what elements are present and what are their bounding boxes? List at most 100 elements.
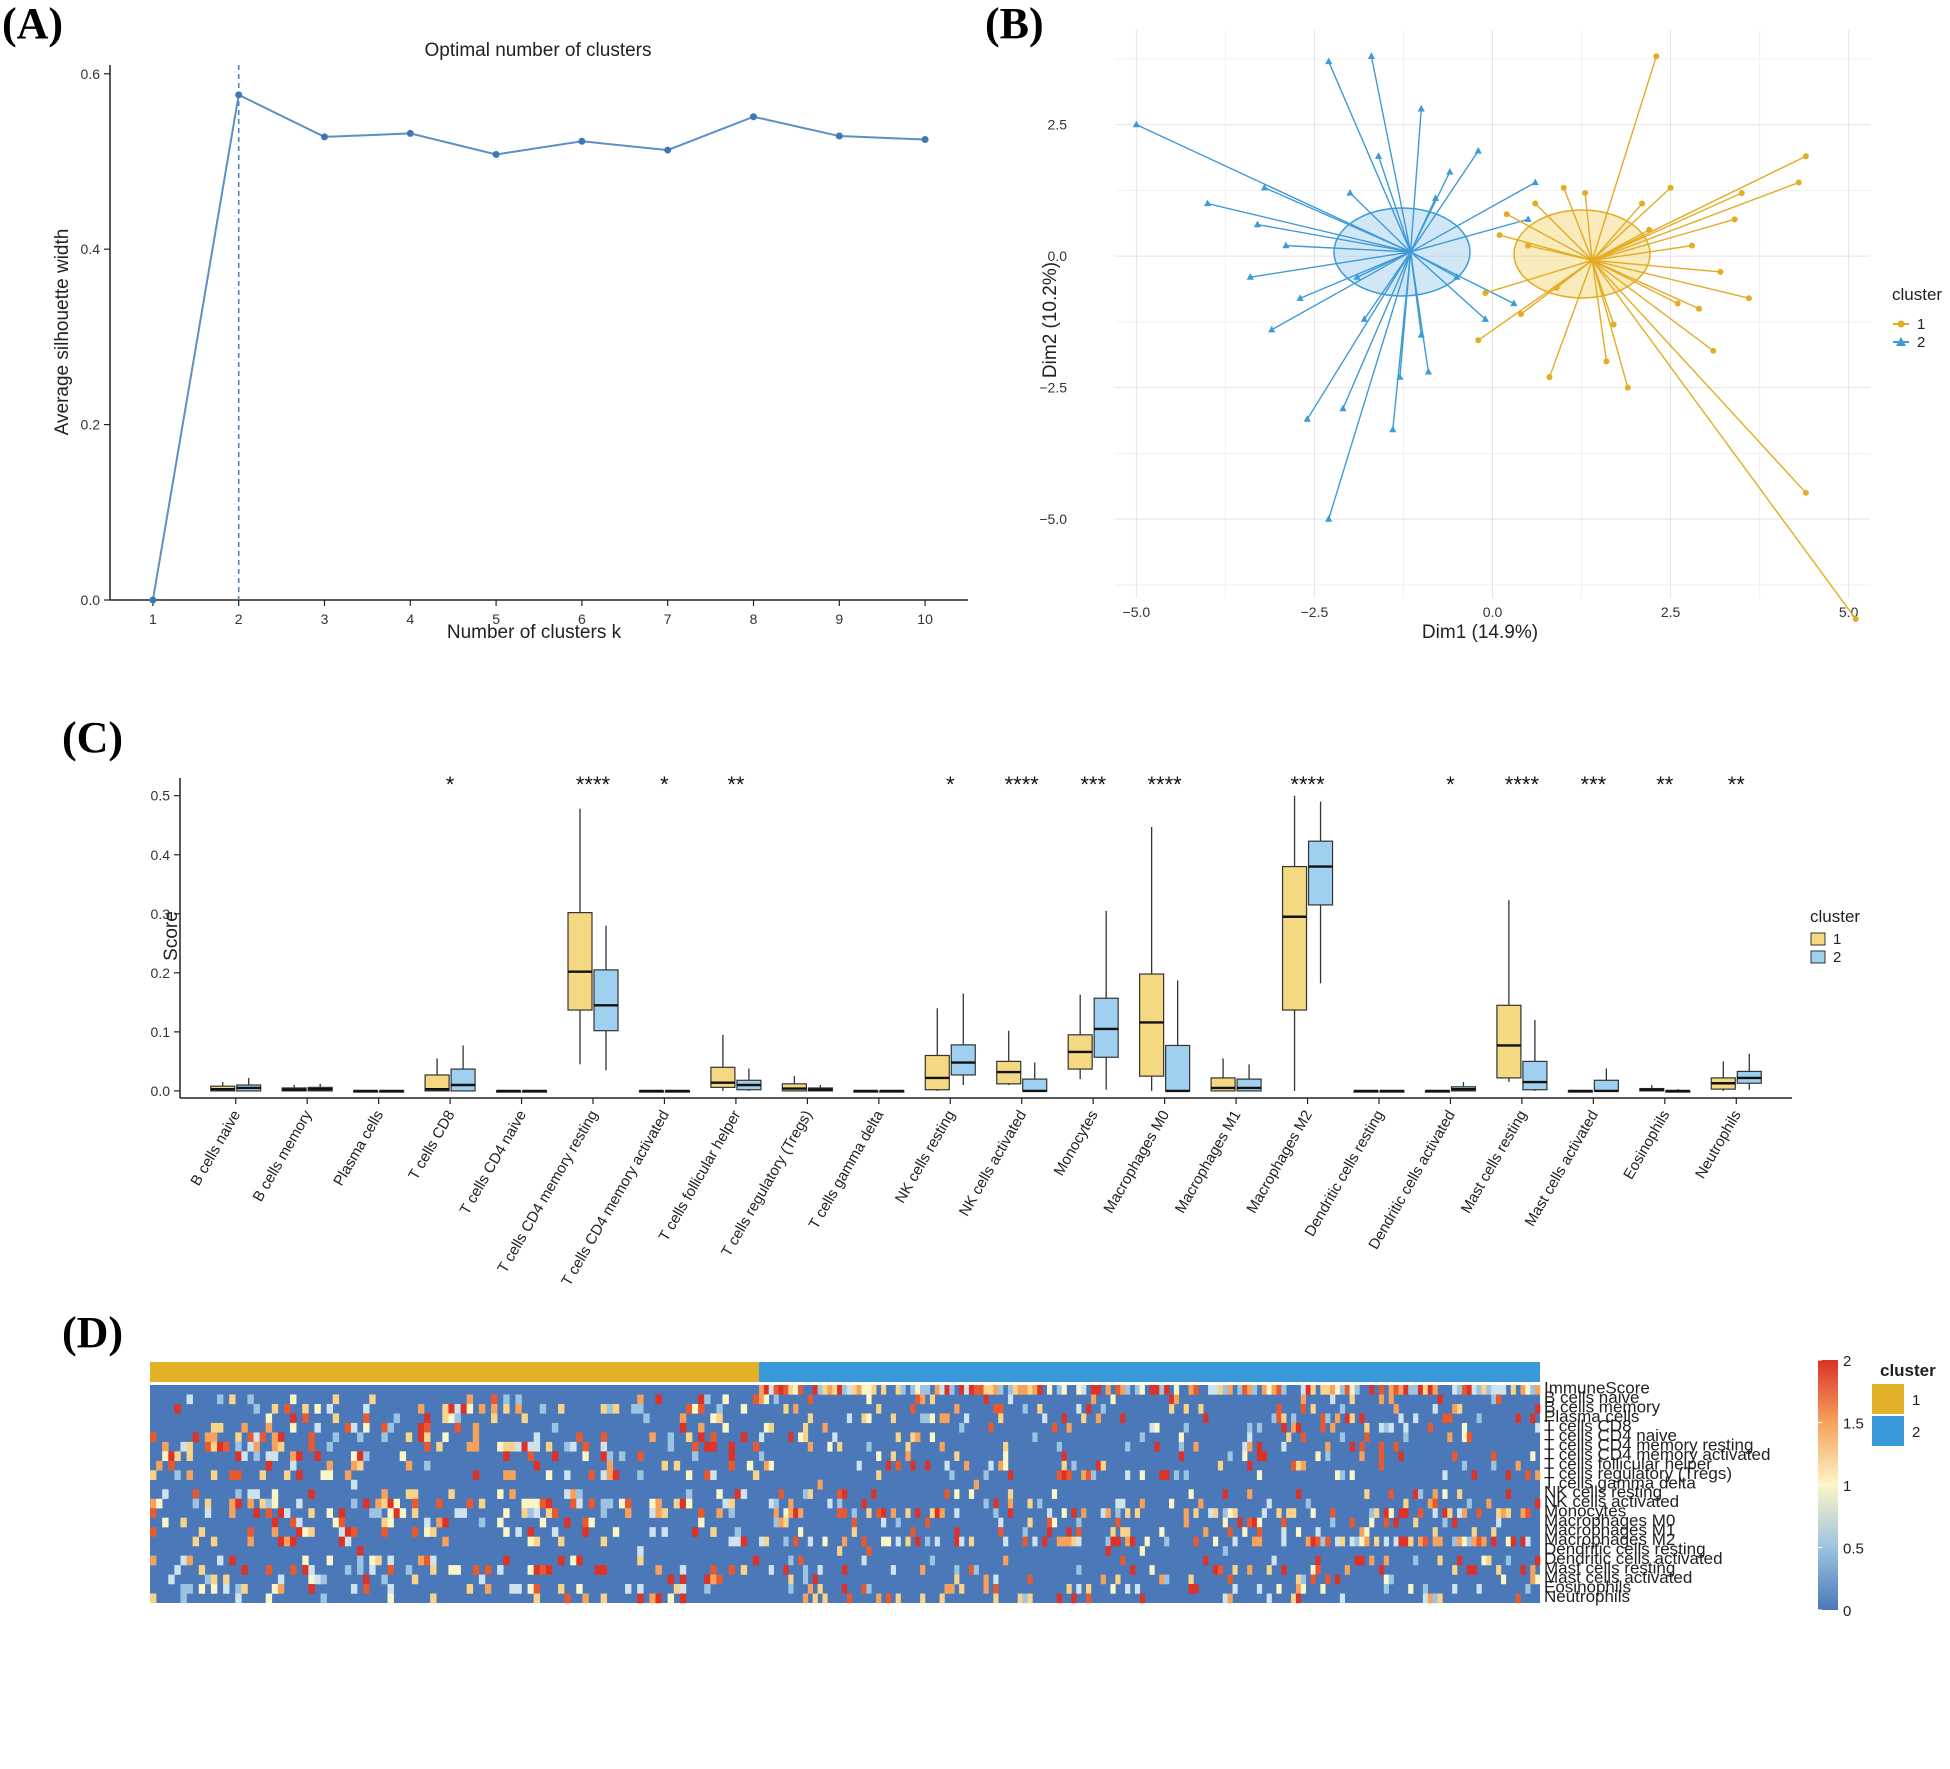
heatmap-cell — [1115, 1508, 1121, 1518]
heatmap-cell — [265, 1413, 273, 1424]
heatmap-cell — [1530, 1574, 1536, 1585]
heatmap-cell — [740, 1489, 748, 1499]
category-label: Plasma cells — [330, 1108, 387, 1189]
cluster-2-point — [1389, 425, 1397, 433]
silhouette-point — [492, 150, 500, 158]
heatmap-cell — [1051, 1489, 1058, 1499]
heatmap-cell — [1334, 1413, 1341, 1424]
heatmap-cell — [802, 1574, 809, 1585]
heatmap-cell — [1432, 1498, 1438, 1509]
heatmap-cell — [625, 1508, 632, 1518]
heatmap-cell — [350, 1527, 358, 1537]
box-14-cluster-2 — [1165, 980, 1191, 1093]
heatmap-cell — [1105, 1546, 1111, 1556]
heatmap-cell — [988, 1385, 994, 1395]
heatmap-cell — [320, 1593, 327, 1604]
heatmap-cell — [247, 1498, 254, 1509]
heatmap-cell — [338, 1508, 346, 1518]
heatmap-cell — [515, 1584, 522, 1594]
heatmap-cell — [827, 1385, 833, 1395]
heatmap-cell — [296, 1527, 303, 1537]
heatmap-cell — [1491, 1451, 1497, 1462]
significance-label: ** — [1656, 772, 1674, 797]
heatmap-cell — [1471, 1470, 1477, 1480]
heatmap-cell — [186, 1441, 193, 1452]
heatmap-cell — [454, 1422, 461, 1433]
heatmap-cell — [1139, 1432, 1145, 1443]
heatmap-cell — [993, 1385, 999, 1395]
cluster-1-ray — [1477, 259, 1593, 341]
heatmap-cell — [924, 1385, 931, 1395]
heatmap-cell — [521, 1441, 528, 1452]
heatmap-cell — [442, 1517, 449, 1528]
heatmap-cell — [1154, 1422, 1160, 1433]
heatmap-cell — [564, 1441, 571, 1452]
c-ytick-label: 0.0 — [151, 1083, 171, 1099]
heatmap-cell — [1247, 1460, 1253, 1471]
heatmap-cell — [1281, 1385, 1287, 1395]
heatmap-cell — [430, 1527, 437, 1537]
heatmap-cell — [783, 1517, 789, 1528]
heatmap-cell — [527, 1527, 534, 1537]
heatmap-cell — [1378, 1565, 1385, 1575]
heatmap-cell — [162, 1517, 169, 1528]
heatmap-cell — [929, 1508, 936, 1518]
heatmap-cell — [667, 1593, 675, 1604]
heatmap-cell — [533, 1498, 541, 1509]
box-7-cluster-1 — [638, 1089, 665, 1093]
heatmap-cell — [582, 1593, 589, 1604]
heatmap-cell — [210, 1441, 218, 1452]
heatmap-cell — [1276, 1508, 1282, 1518]
heatmap-cell — [1349, 1470, 1355, 1480]
heatmap-cell — [1042, 1413, 1048, 1424]
category-label: T cells follicular helper — [656, 1108, 745, 1245]
heatmap-cell — [1271, 1385, 1277, 1395]
heatmap-cell — [698, 1432, 705, 1443]
heatmap-cell — [198, 1565, 206, 1575]
heatmap-cell — [924, 1460, 931, 1471]
heatmap-cell — [241, 1584, 248, 1594]
cluster-2-ray — [1356, 251, 1411, 278]
cluster-1-point — [1745, 295, 1752, 302]
heatmap-cell — [1334, 1385, 1341, 1395]
heatmap-cell — [1115, 1385, 1121, 1395]
cluster-2-point — [1325, 57, 1333, 65]
heatmap-cell — [1525, 1470, 1531, 1480]
heatmap-cell — [1271, 1555, 1277, 1566]
heatmap-cell — [600, 1441, 608, 1452]
heatmap-cell — [393, 1413, 400, 1424]
heatmap-cell — [521, 1413, 528, 1424]
heatmap-cell — [983, 1394, 989, 1405]
heatmap-cell — [993, 1574, 999, 1585]
heatmap-cell — [302, 1413, 309, 1424]
cluster-2-point — [1431, 194, 1440, 201]
heatmap-cell — [180, 1584, 187, 1594]
heatmap-cell — [247, 1536, 254, 1547]
heatmap-cell — [1252, 1517, 1258, 1528]
heatmap-cell — [866, 1413, 872, 1424]
heatmap-cell — [1344, 1565, 1350, 1575]
heatmap-cell — [1276, 1584, 1282, 1594]
heatmap-cell — [1310, 1536, 1316, 1547]
heatmap-cell — [841, 1584, 848, 1594]
heatmap-row-label: NK cells resting — [1544, 1483, 1662, 1502]
heatmap-cell — [1442, 1413, 1448, 1424]
heatmap-color-scale — [1818, 1360, 1838, 1610]
heatmap-cell — [885, 1593, 892, 1604]
heatmap-cell — [545, 1498, 553, 1509]
heatmap-cell — [673, 1584, 681, 1594]
heatmap-cell — [920, 1413, 926, 1424]
pca-chart: −5.0−2.50.02.5 −5.0 −2.5 0.0 2.5 5.0 Dim1 (1… — [1039, 30, 1942, 643]
b-xtick-label: −2.5 — [1301, 604, 1329, 620]
heatmap-cell — [822, 1593, 828, 1604]
heatmap-cell — [1520, 1536, 1526, 1547]
heatmap-cell — [837, 1385, 843, 1395]
heatmap-cell — [1452, 1584, 1458, 1594]
heatmap-cell — [1349, 1536, 1355, 1547]
heatmap-cell — [1432, 1385, 1438, 1395]
heatmap-cell — [983, 1385, 989, 1395]
heatmap-row-label: B cells memory — [1544, 1397, 1661, 1416]
heatmap-cell — [1496, 1508, 1502, 1518]
heatmap-cell — [1027, 1385, 1033, 1395]
heatmap-cell — [728, 1441, 735, 1452]
